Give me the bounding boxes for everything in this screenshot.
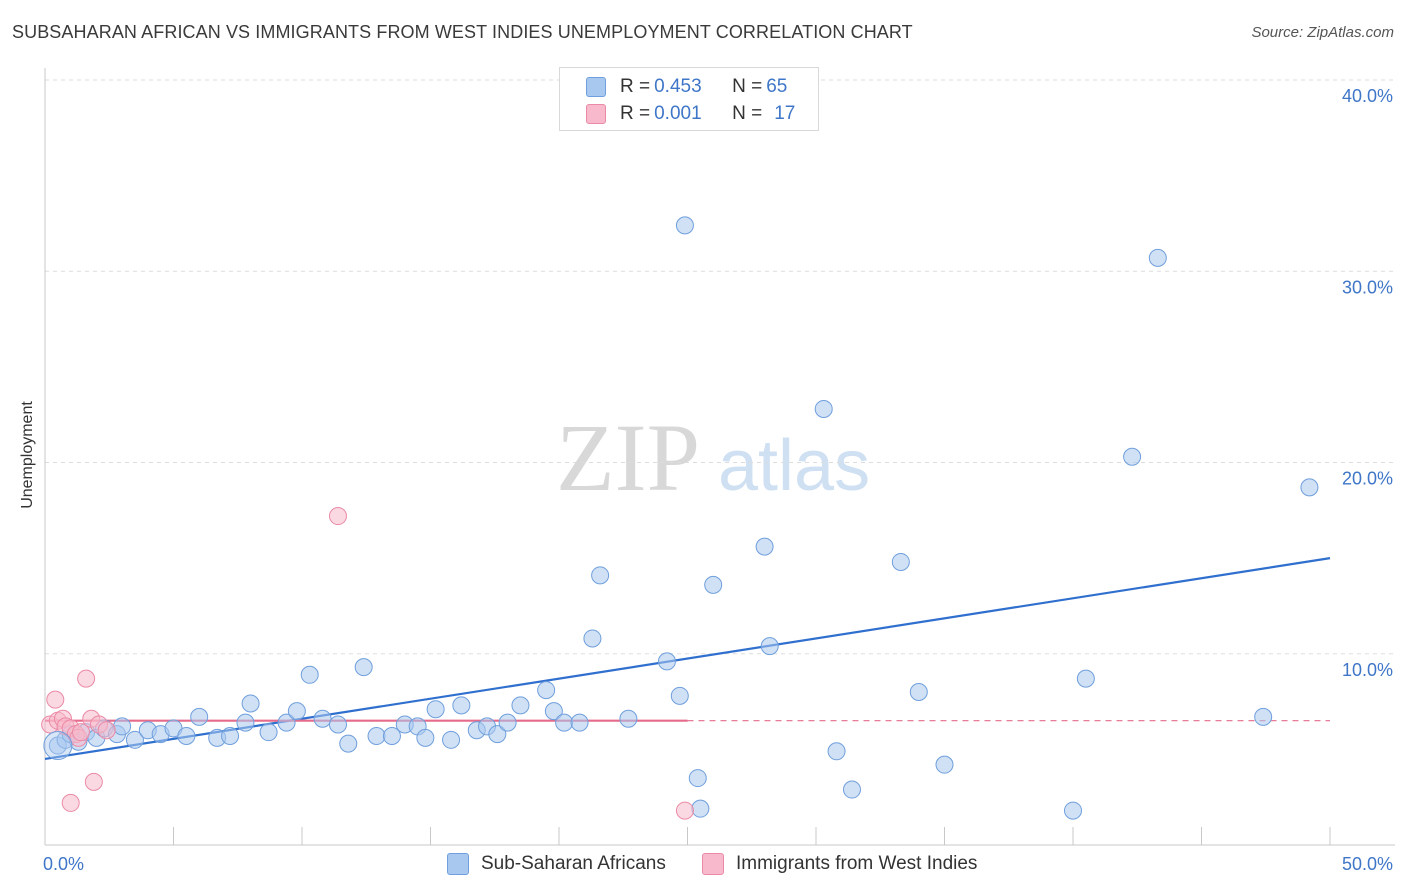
- point-west-indies: [71, 723, 90, 742]
- legend-r-label: R =: [620, 103, 651, 124]
- point-subsaharan: [300, 665, 319, 684]
- legend-r-value: 0.001: [654, 103, 702, 124]
- point-subsaharan: [583, 629, 602, 648]
- point-subsaharan: [313, 709, 332, 728]
- legend-n-value: 17: [774, 103, 796, 124]
- point-subsaharan: [891, 552, 910, 571]
- legend-row-pink: R = 0.001 N = 17: [586, 103, 795, 125]
- point-subsaharan: [544, 702, 563, 721]
- point-subsaharan: [704, 575, 723, 594]
- point-subsaharan: [498, 713, 517, 732]
- point-subsaharan: [287, 702, 306, 721]
- point-subsaharan: [760, 637, 779, 656]
- series-swatch-pink: [702, 853, 724, 875]
- point-subsaharan-cluster: [43, 731, 73, 761]
- watermark-atlas: atlas: [718, 426, 870, 506]
- point-subsaharan: [1064, 801, 1082, 820]
- point-west-indies: [84, 772, 103, 791]
- watermark: ZIP atlas: [556, 404, 870, 511]
- legend-swatch-blue: [586, 77, 606, 97]
- x-tick-label: 50.0%: [1342, 854, 1393, 874]
- legend-n-label: N =: [732, 76, 763, 97]
- point-subsaharan: [688, 769, 707, 788]
- point-subsaharan: [382, 726, 401, 745]
- point-subsaharan: [675, 216, 694, 235]
- y-tick-label: 10.0%: [1342, 660, 1393, 680]
- point-subsaharan: [190, 707, 209, 726]
- point-subsaharan: [1300, 478, 1319, 497]
- legend-row-blue: R = 0.453 N = 65: [586, 76, 787, 98]
- point-west-indies: [328, 507, 347, 526]
- legend-swatch-pink: [586, 104, 606, 124]
- y-tick-label: 30.0%: [1342, 277, 1393, 297]
- point-subsaharan: [909, 683, 928, 701]
- point-subsaharan: [488, 725, 507, 744]
- y-tick-label: 20.0%: [1342, 469, 1393, 489]
- point-subsaharan: [555, 713, 574, 732]
- series-label-pink: Immigrants from West Indies: [736, 853, 978, 874]
- point-west-indies: [97, 721, 116, 740]
- legend-r-value: 0.453: [654, 76, 702, 97]
- point-subsaharan: [537, 681, 556, 700]
- point-subsaharan: [241, 694, 260, 713]
- point-subsaharan: [755, 537, 774, 556]
- point-subsaharan: [670, 686, 689, 705]
- point-west-indies: [61, 793, 80, 812]
- point-subsaharan: [591, 566, 610, 585]
- point-subsaharan: [426, 700, 445, 719]
- point-subsaharan: [416, 728, 435, 747]
- point-subsaharan: [339, 734, 358, 753]
- legend-n-label: N =: [732, 103, 763, 124]
- point-subsaharan: [935, 755, 954, 774]
- point-subsaharan: [328, 715, 347, 734]
- point-subsaharan: [367, 726, 386, 745]
- point-subsaharan: [277, 713, 296, 732]
- point-subsaharan: [511, 696, 530, 715]
- point-subsaharan: [354, 658, 373, 677]
- point-subsaharan: [619, 709, 638, 728]
- point-subsaharan: [259, 723, 278, 742]
- point-subsaharan: [570, 713, 589, 732]
- watermark-zip: ZIP: [556, 404, 700, 511]
- point-subsaharan: [177, 726, 196, 745]
- x-tick-label: 0.0%: [43, 854, 84, 874]
- trendline-subsaharan: [44, 557, 1331, 761]
- point-subsaharan: [814, 399, 833, 418]
- point-subsaharan: [1123, 447, 1142, 466]
- correlation-legend: R = 0.453 N = 65 R = 0.001 N = 17: [559, 67, 819, 131]
- point-subsaharan: [442, 730, 461, 749]
- source-label: Source: ZipAtlas.com: [1251, 24, 1394, 41]
- point-subsaharan: [113, 717, 132, 736]
- point-subsaharan: [657, 652, 676, 671]
- point-subsaharan: [452, 696, 471, 715]
- point-subsaharan: [842, 780, 861, 799]
- point-west-indies: [675, 801, 694, 820]
- series-swatch-blue: [447, 853, 469, 875]
- point-west-indies: [46, 690, 65, 709]
- point-west-indies: [77, 669, 96, 688]
- point-subsaharan: [1076, 669, 1095, 688]
- point-subsaharan: [221, 726, 240, 745]
- chart-title: SUBSAHARAN AFRICAN VS IMMIGRANTS FROM WE…: [12, 22, 913, 42]
- point-subsaharan: [236, 713, 255, 732]
- point-subsaharan: [1148, 248, 1167, 267]
- series-label-blue: Sub-Saharan Africans: [481, 853, 666, 874]
- point-subsaharan: [827, 742, 846, 761]
- y-tick-label: 40.0%: [1342, 86, 1393, 106]
- legend-n-value: 65: [766, 76, 788, 97]
- point-subsaharan: [125, 730, 144, 749]
- point-subsaharan: [691, 799, 710, 818]
- point-subsaharan: [1254, 707, 1273, 726]
- series-legend-pink: Immigrants from West Indies: [702, 851, 977, 877]
- series-legend-blue: Sub-Saharan Africans: [447, 851, 666, 877]
- legend-r-label: R =: [620, 76, 651, 97]
